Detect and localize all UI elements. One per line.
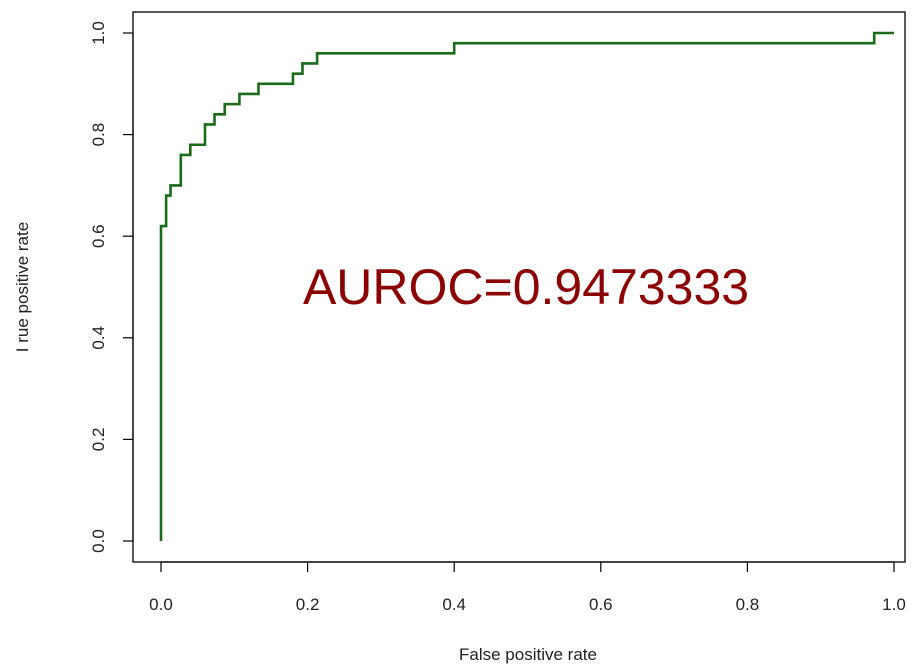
y-tick-label: 0.2: [89, 428, 108, 452]
auroc-annotation: AUROC=0.9473333: [303, 259, 749, 315]
y-tick-label: 0.0: [89, 529, 108, 553]
x-tick-label: 0.6: [589, 595, 613, 614]
x-tick-label: 0.8: [736, 595, 760, 614]
x-tick-label: 0.4: [442, 595, 466, 614]
y-tick-label: 0.8: [89, 123, 108, 147]
roc-curve-line: [159, 31, 894, 541]
y-axis: 0.0 0.2 0.4 0.6 0.8 1.0: [89, 21, 134, 553]
y-tick-label: 0.6: [89, 224, 108, 248]
y-tick-label: 1.0: [89, 21, 108, 45]
x-tick-label: 1.0: [882, 595, 906, 614]
x-axis: 0.0 0.2 0.4 0.6 0.8 1.0: [149, 561, 906, 614]
x-tick-label: 0.0: [149, 595, 173, 614]
x-axis-title: False positive rate: [459, 645, 597, 664]
x-tick-label: 0.2: [296, 595, 320, 614]
y-tick-label: 0.4: [89, 326, 108, 350]
y-axis-title: I rue positive rate: [13, 222, 32, 352]
